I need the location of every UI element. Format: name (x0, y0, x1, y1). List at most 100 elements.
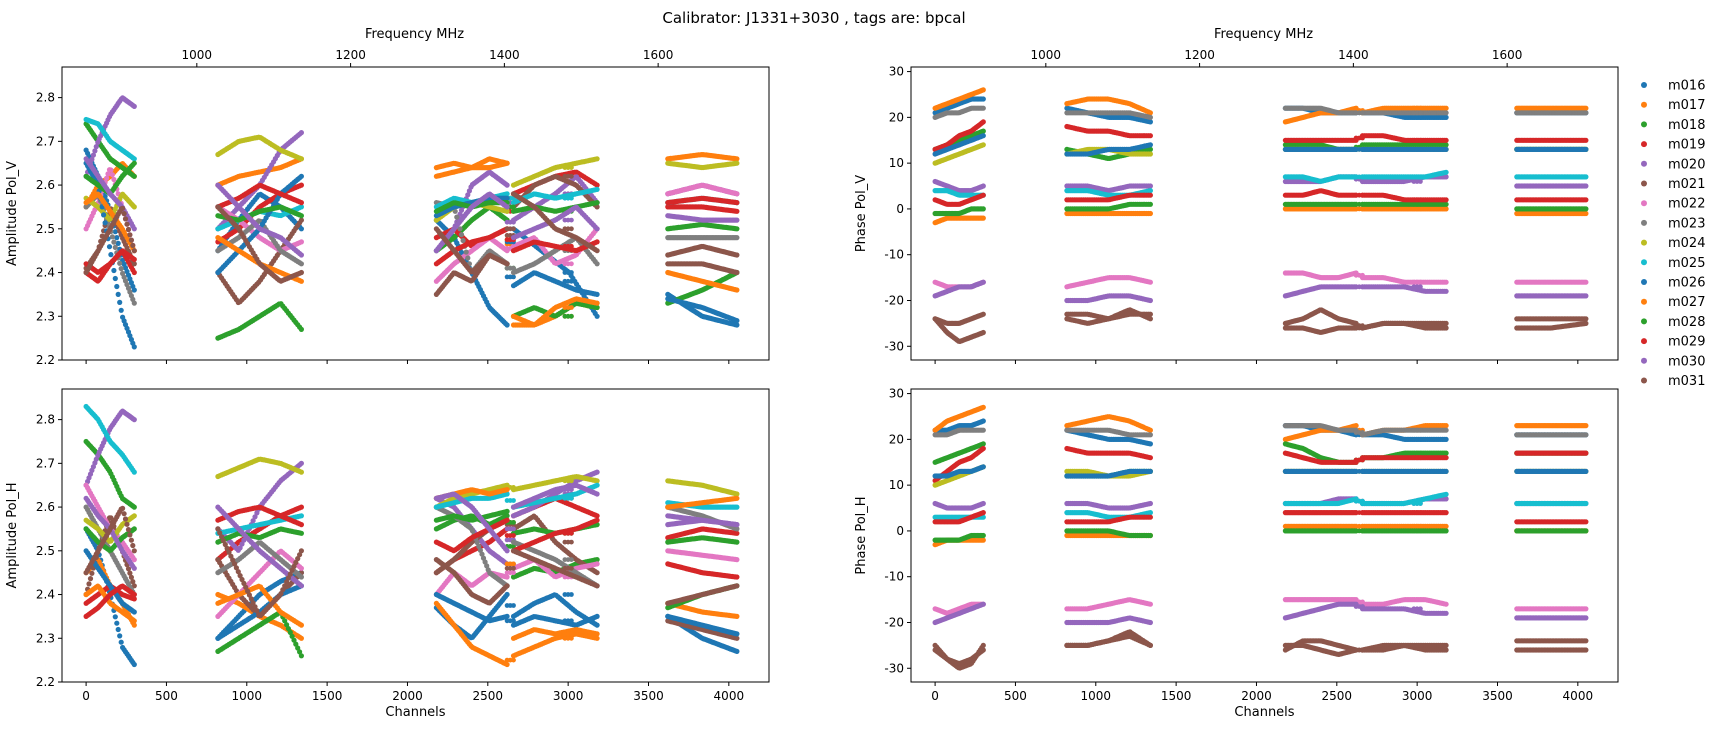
y-tick-label: 2.5 (36, 222, 55, 236)
data-point (569, 635, 574, 641)
data-point (594, 304, 600, 311)
data-point (131, 269, 137, 276)
data-point (131, 287, 137, 293)
data-point (118, 307, 124, 313)
y-tick-label: 2.2 (36, 353, 55, 367)
data-point (298, 173, 304, 179)
data-point (89, 570, 95, 576)
data-point (734, 287, 740, 293)
data-point (121, 211, 127, 217)
data-point (454, 214, 460, 220)
data-point (734, 269, 740, 276)
top-tick-label: 1000 (182, 48, 213, 62)
data-point (504, 591, 510, 598)
data-point (298, 156, 304, 162)
data-point (734, 156, 740, 162)
data-point (569, 226, 574, 232)
data-point (734, 226, 740, 232)
data-point (569, 243, 574, 249)
data-point (734, 208, 740, 214)
series-m021 (83, 173, 740, 306)
data-point (569, 278, 574, 284)
data-point (111, 239, 117, 245)
data-point (118, 266, 124, 272)
data-point (131, 344, 137, 350)
data-point (511, 204, 516, 210)
data-point (569, 261, 574, 267)
data-point (298, 252, 304, 258)
series-m026 (83, 160, 740, 350)
series-m022 (83, 167, 740, 284)
series-m019 (83, 495, 740, 606)
series-m020 (83, 95, 740, 254)
data-point (131, 504, 137, 510)
data-point (131, 248, 137, 254)
series-m016 (83, 147, 740, 328)
data-point (131, 160, 137, 166)
series-m018 (83, 121, 740, 341)
data-point (131, 661, 137, 668)
series-m023 (83, 191, 740, 306)
data-point (115, 626, 121, 633)
data-point (108, 167, 114, 173)
y-tick-label: 2.3 (36, 309, 55, 323)
data-point (124, 221, 130, 227)
data-point (569, 270, 574, 275)
data-point (122, 216, 129, 222)
data-point (504, 261, 510, 267)
data-point (594, 261, 600, 267)
data-point (111, 176, 117, 183)
series-m018 (83, 438, 740, 659)
series-m022 (83, 482, 740, 620)
data-point (511, 265, 516, 271)
data-point (131, 103, 137, 109)
data-point (298, 635, 304, 641)
data-point (504, 182, 510, 188)
x-axis (85, 360, 730, 364)
data-point (569, 539, 574, 545)
data-point (120, 205, 126, 211)
data-point (102, 220, 108, 226)
data-point (465, 255, 471, 261)
y-tick-label: 2.7 (36, 134, 55, 148)
series-m031 (83, 191, 740, 284)
data-point (130, 242, 136, 248)
data-point (298, 130, 304, 136)
data-point (569, 217, 574, 223)
data-point (298, 269, 304, 276)
data-point (594, 291, 600, 297)
panel-amplitude-pol-h: 0 500 1000 1500 2000 2500 3000 3500 4000Channels… (5, 388, 770, 720)
data-point (86, 581, 92, 587)
data-point (594, 300, 600, 306)
data-point (117, 633, 123, 639)
series-m019 (83, 169, 740, 284)
data-point (511, 274, 516, 280)
data-point (594, 622, 600, 628)
data-point (734, 252, 740, 258)
data-point (115, 240, 121, 246)
data-point (112, 275, 118, 282)
data-point (569, 165, 574, 171)
data-point (569, 313, 574, 319)
data-point (511, 219, 516, 225)
data-point (594, 239, 600, 245)
data-point (734, 200, 740, 206)
data-point (511, 603, 516, 608)
y-tick-label: 2.4 (36, 266, 55, 280)
data-point (569, 592, 574, 597)
data-point (131, 173, 137, 179)
data-point (734, 235, 740, 241)
data-point (734, 160, 740, 166)
data-point (565, 313, 571, 319)
data-point (734, 613, 740, 620)
data-point (108, 252, 114, 258)
data-point (114, 235, 120, 241)
data-point (112, 244, 118, 250)
data-point (125, 226, 132, 233)
data-point (131, 204, 137, 210)
data-point (117, 299, 123, 305)
data-point (118, 639, 124, 645)
data-point (594, 186, 600, 192)
